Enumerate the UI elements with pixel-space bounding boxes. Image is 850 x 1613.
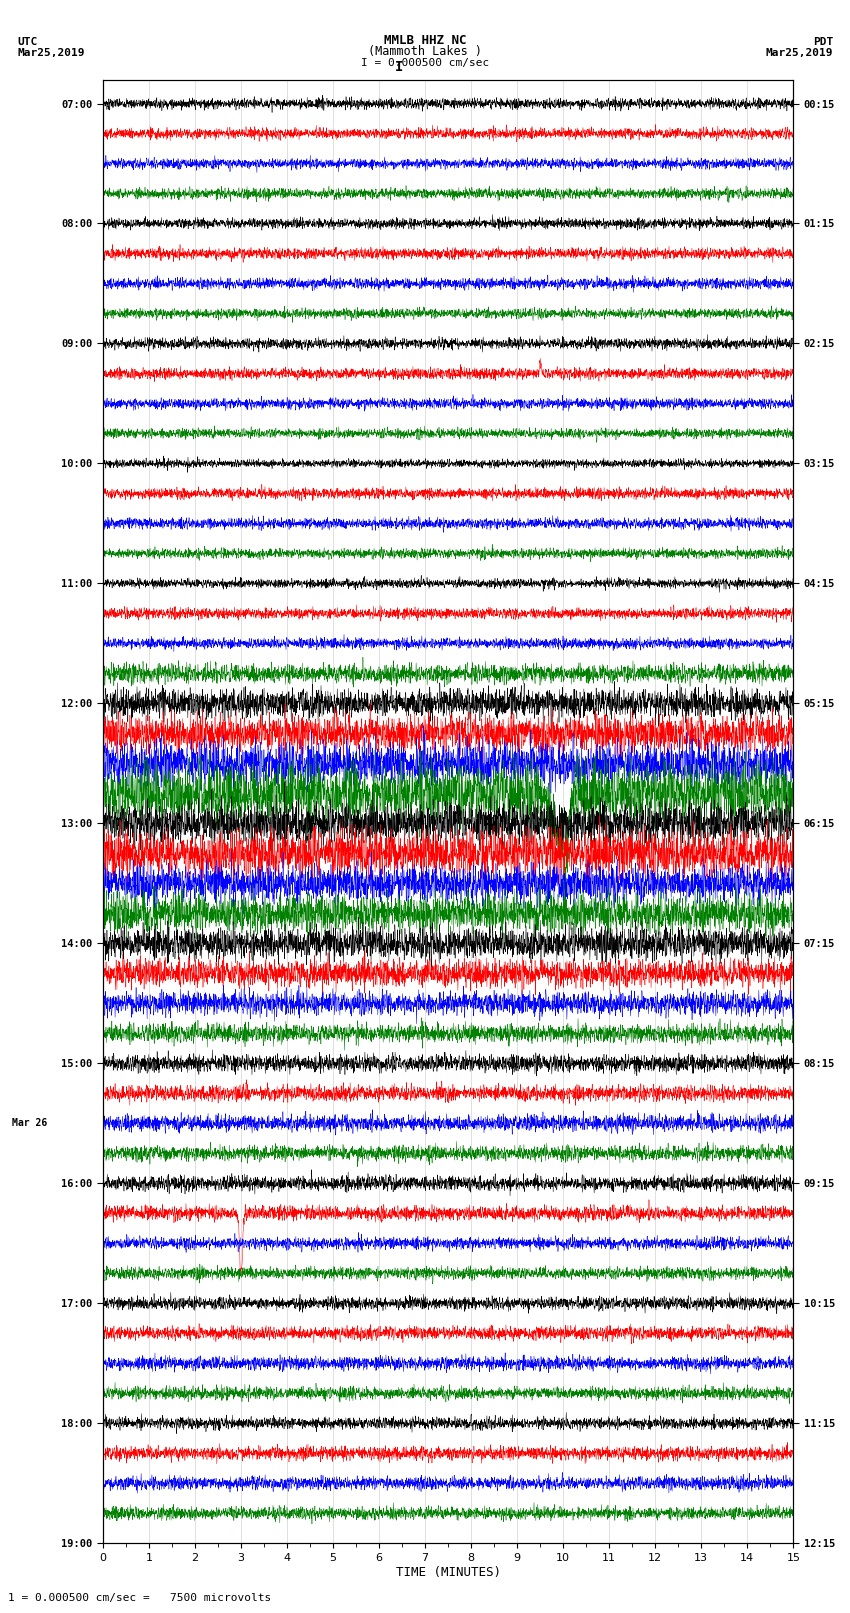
Text: Mar25,2019: Mar25,2019 xyxy=(17,48,84,58)
X-axis label: TIME (MINUTES): TIME (MINUTES) xyxy=(395,1566,501,1579)
Text: 1 = 0.000500 cm/sec =   7500 microvolts: 1 = 0.000500 cm/sec = 7500 microvolts xyxy=(8,1594,272,1603)
Text: PDT: PDT xyxy=(813,37,833,47)
Text: I: I xyxy=(395,60,404,74)
Text: UTC: UTC xyxy=(17,37,37,47)
Text: Mar25,2019: Mar25,2019 xyxy=(766,48,833,58)
Text: I = 0.000500 cm/sec: I = 0.000500 cm/sec xyxy=(361,58,489,68)
Text: MMLB HHZ NC: MMLB HHZ NC xyxy=(383,34,467,47)
Text: (Mammoth Lakes ): (Mammoth Lakes ) xyxy=(368,45,482,58)
Text: Mar 26: Mar 26 xyxy=(13,1118,48,1127)
